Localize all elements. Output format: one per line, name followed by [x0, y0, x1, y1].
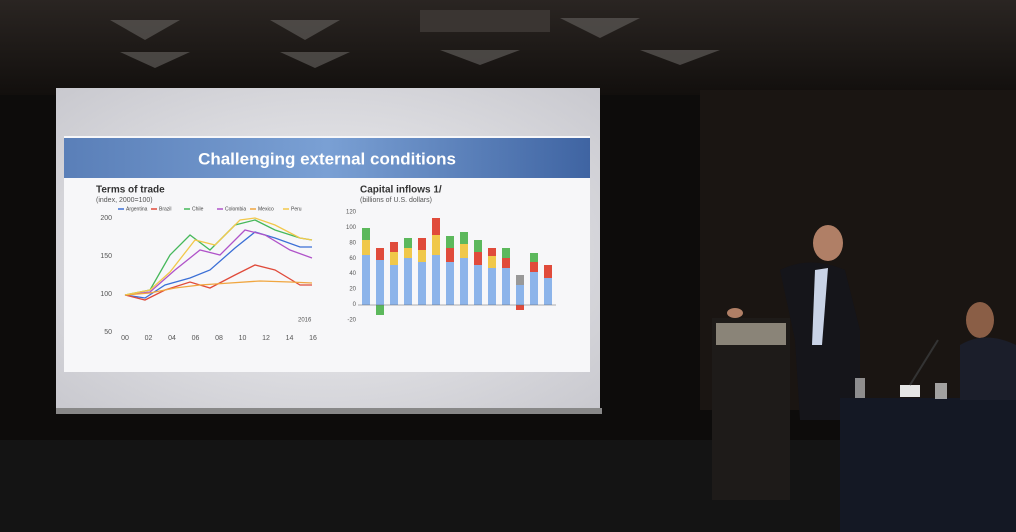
name-card	[900, 385, 920, 397]
podium-sign	[716, 323, 786, 345]
screen-bar	[56, 408, 602, 414]
speaker-hand	[727, 308, 743, 318]
glass	[935, 383, 947, 399]
chart-subtitle: (billions of U.S. dollars)	[360, 197, 432, 204]
chart-title: Capital inflows 1/	[360, 185, 442, 196]
legend-label: Colombia	[225, 206, 246, 212]
podium	[712, 318, 790, 500]
legend-label: Argentina	[126, 206, 148, 212]
y-axis: 120 100 80 60 40 20 0 -20	[346, 210, 357, 324]
x-tick-label: 12	[262, 335, 270, 342]
legend-label: Peru	[291, 206, 302, 212]
legend-label: Chile	[192, 206, 204, 212]
x-tick-label: 10	[239, 335, 247, 342]
x-tick-label: 16	[309, 335, 317, 342]
panelist-head	[966, 302, 994, 338]
annotation: 2016	[298, 318, 312, 324]
x-tick-label: 08	[215, 335, 223, 342]
y-tick-label: 100	[100, 291, 112, 298]
slide-title: Challenging external conditions	[198, 149, 456, 168]
y-tick-label: 100	[346, 225, 357, 231]
speaker-shirt	[812, 268, 828, 345]
x-tick-label: 02	[145, 335, 153, 342]
y-tick-label: 80	[349, 240, 356, 246]
chart-lines	[124, 217, 313, 301]
x-tick-label: 04	[168, 335, 176, 342]
y-tick-label: 0	[353, 302, 357, 308]
y-tick-label: 20	[349, 287, 356, 293]
y-tick-label: 60	[349, 256, 356, 262]
legend-label: Brazil	[159, 206, 172, 212]
chart-subtitle: (index, 2000=100)	[96, 197, 153, 204]
bars	[362, 218, 552, 315]
chart-title: Terms of trade	[96, 185, 165, 196]
legend-label: Mexico	[258, 206, 274, 212]
y-tick-label: 120	[346, 210, 357, 216]
projector	[420, 10, 550, 32]
panelist-body	[960, 337, 1016, 400]
legend: Argentina Brazil Chile Colombia Mexico Peru	[118, 206, 302, 212]
title-band	[64, 138, 590, 178]
y-tick-label: -20	[347, 317, 356, 323]
ceiling-panels	[110, 18, 720, 68]
y-tick-label: 50	[104, 329, 112, 336]
x-tick-label: 14	[286, 335, 294, 342]
x-axis: 00 02 04 06 08 10 12 14 16	[121, 335, 317, 342]
glass	[855, 378, 865, 398]
microphone	[909, 339, 939, 386]
y-tick-label: 200	[100, 215, 112, 222]
y-tick-label: 150	[100, 253, 112, 260]
speaker-head	[813, 225, 843, 261]
x-tick-label: 06	[192, 335, 200, 342]
panel-table	[840, 398, 1016, 532]
y-tick-label: 40	[349, 271, 356, 277]
x-tick-label: 00	[121, 335, 129, 342]
y-axis: 200 150 100 50	[100, 215, 112, 336]
